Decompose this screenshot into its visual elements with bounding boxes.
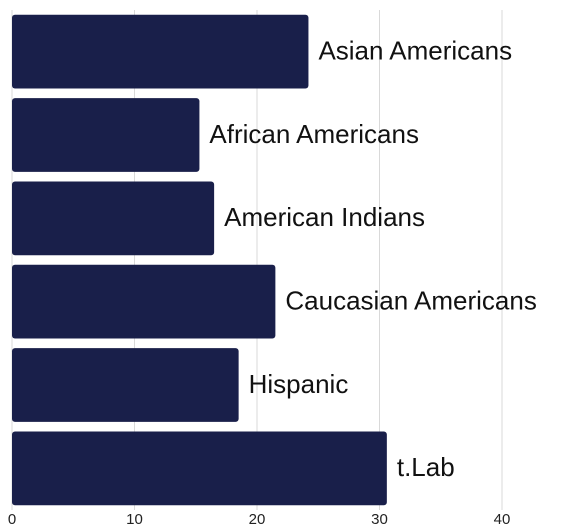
- x-tick-label: 0: [8, 511, 16, 527]
- category-label: American Indians: [224, 202, 425, 232]
- bar-t-lab: [12, 431, 387, 506]
- category-label: Asian Americans: [318, 36, 512, 66]
- category-label: Hispanic: [249, 369, 349, 399]
- x-axis-ticks: 0 10 20 30 40: [8, 511, 511, 527]
- bar-asian-americans: [12, 14, 309, 89]
- bar-african-americans: [12, 98, 200, 172]
- x-tick-label: 10: [126, 511, 143, 527]
- category-label: t.Lab: [397, 452, 455, 482]
- bar-hispanic: [12, 348, 239, 422]
- category-label: Caucasian Americans: [285, 286, 536, 316]
- gridlines: [11, 10, 503, 510]
- x-tick-label: 20: [249, 511, 266, 527]
- category-labels: Asian Americans African Americans American…: [209, 36, 536, 483]
- x-tick-label: 40: [494, 511, 511, 527]
- bar-caucasian-americans: [12, 264, 276, 339]
- bars: [12, 14, 387, 506]
- category-label: African Americans: [209, 119, 419, 149]
- x-tick-label: 30: [371, 511, 388, 527]
- bar-american-indians: [12, 181, 215, 256]
